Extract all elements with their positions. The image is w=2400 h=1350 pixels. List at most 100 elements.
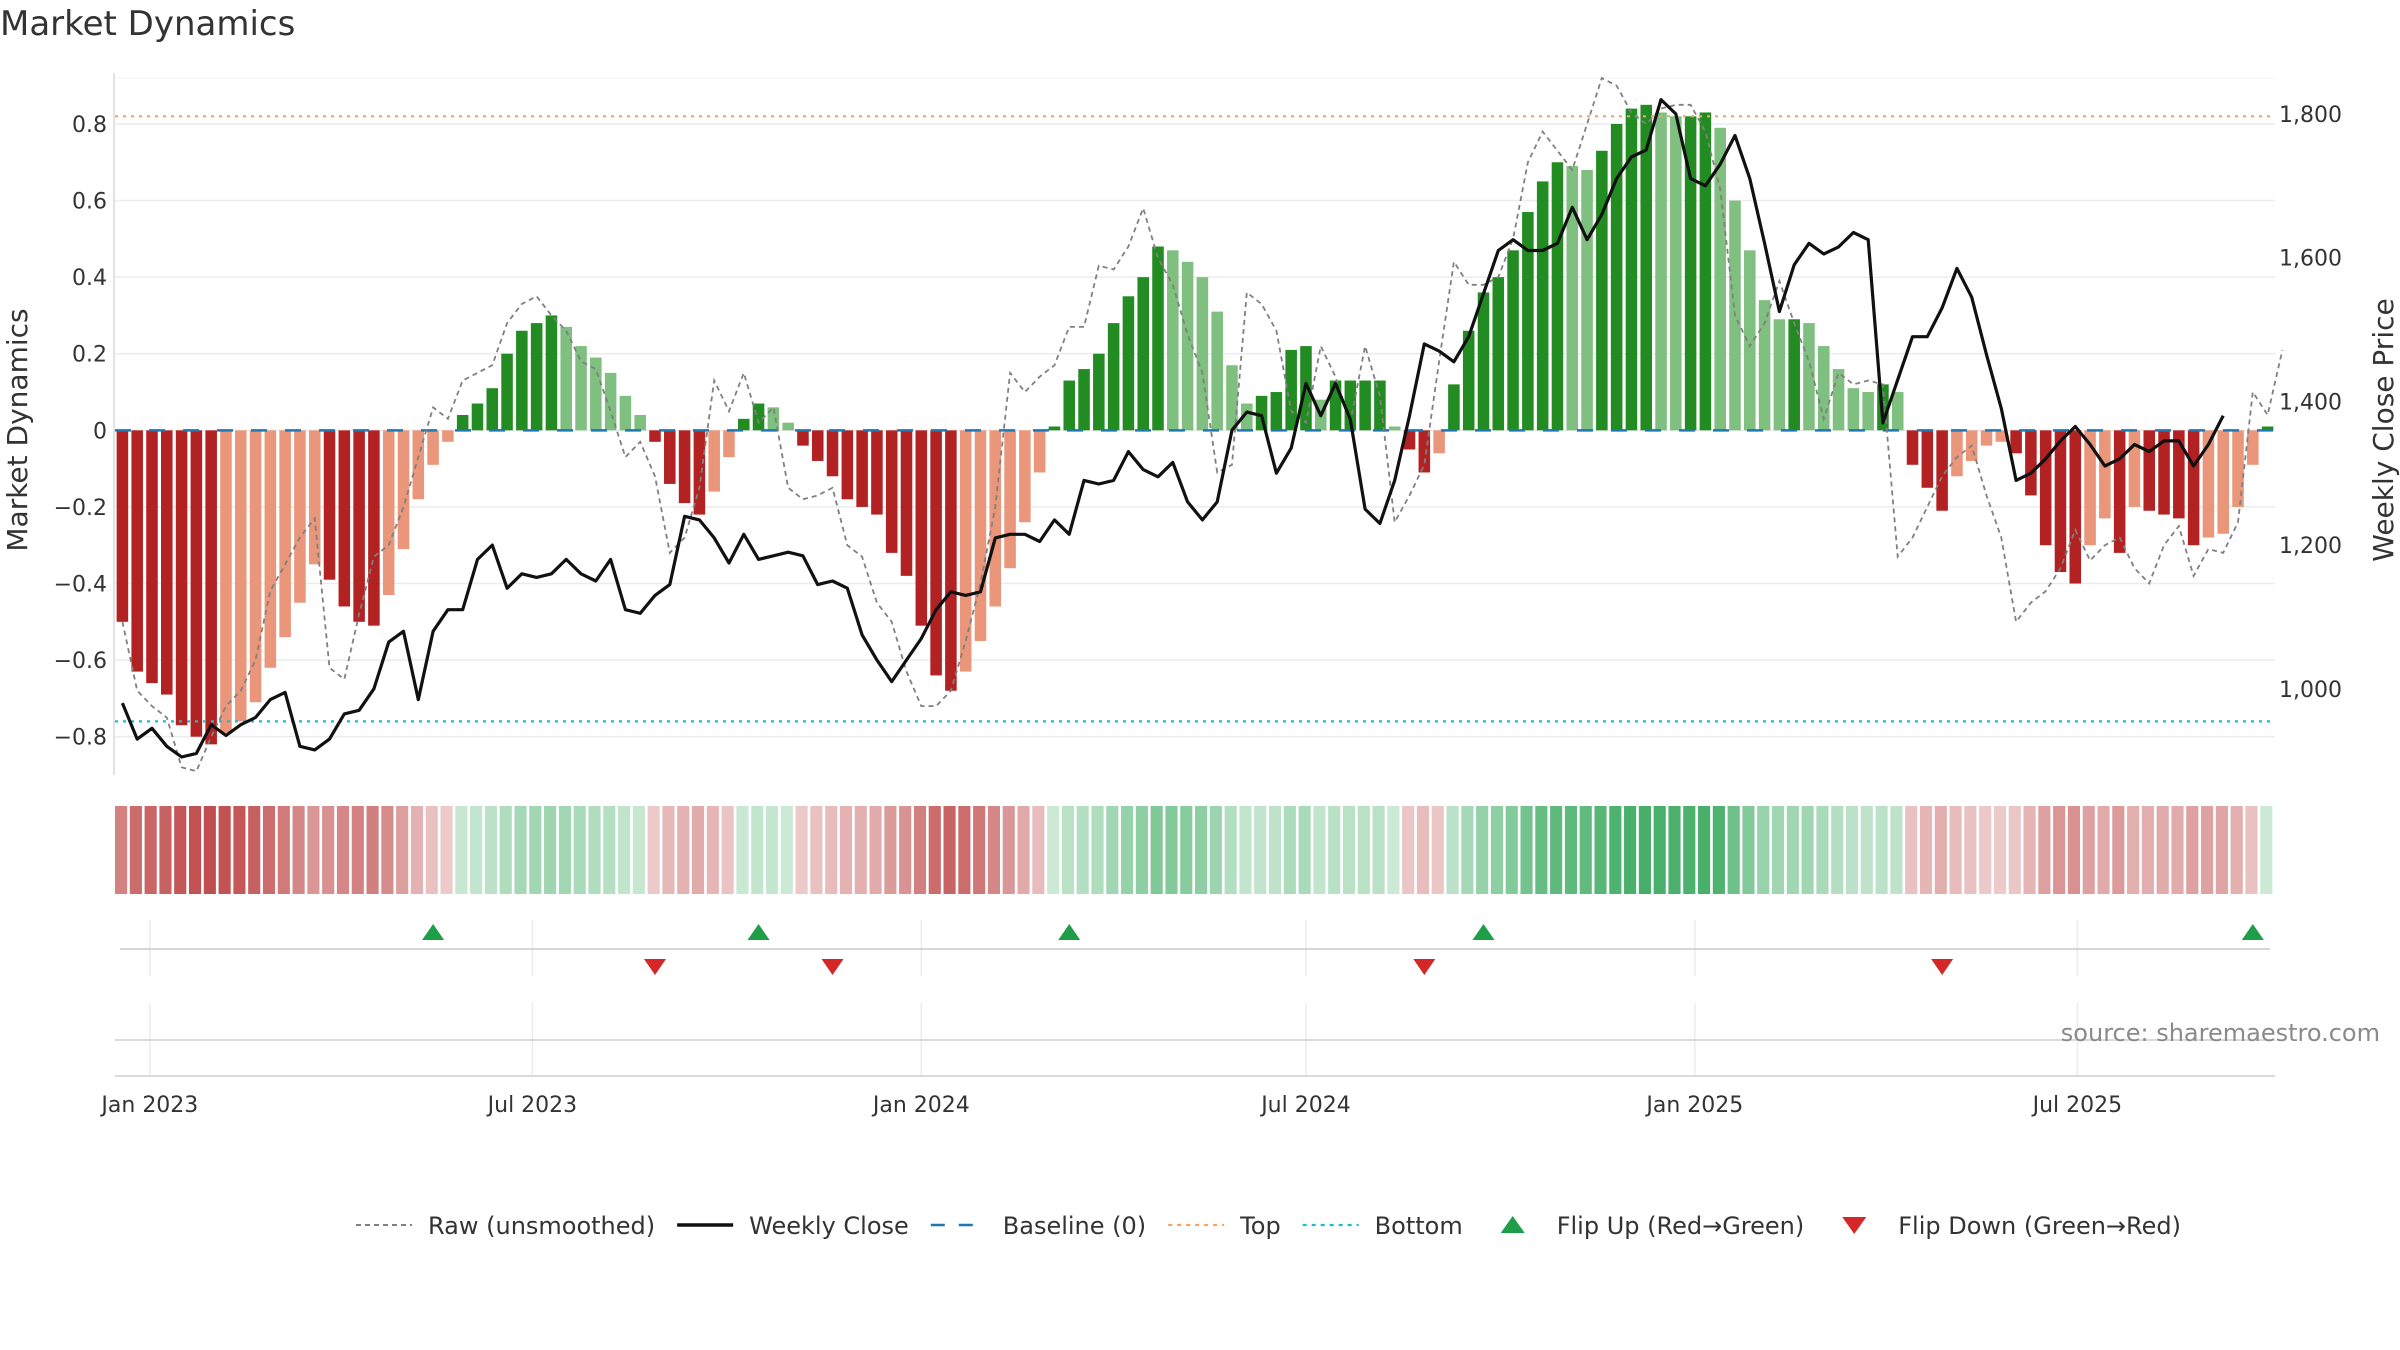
- strip-cell: [174, 806, 187, 894]
- bar: [1832, 369, 1845, 431]
- bar: [1167, 250, 1179, 431]
- bar: [220, 430, 232, 733]
- strip-cell: [159, 806, 172, 894]
- strip-cell: [1490, 806, 1504, 894]
- bar: [915, 430, 928, 626]
- y2-tick-label: 1,400: [2279, 390, 2342, 415]
- strip-cell: [203, 806, 216, 894]
- strip-cell: [1624, 806, 1637, 894]
- bar: [841, 430, 854, 500]
- bar: [945, 430, 957, 691]
- strip-cell: [292, 806, 305, 894]
- bar: [959, 430, 972, 672]
- strip-cell: [1712, 806, 1725, 894]
- strip-cell: [825, 806, 838, 894]
- legend-label: Baseline (0): [1003, 1212, 1146, 1240]
- strip-cell: [573, 806, 586, 894]
- bar: [2128, 430, 2141, 507]
- strip-cell: [1357, 806, 1370, 894]
- legend-item: Top: [1168, 1212, 1281, 1240]
- bar: [1995, 430, 2008, 442]
- strip-cell: [1934, 806, 1947, 894]
- strip-cell: [1446, 806, 1459, 894]
- bar: [427, 430, 439, 465]
- strip-cell: [603, 806, 616, 894]
- y-tick-label: 0.6: [72, 190, 107, 215]
- y2-tick-label: 1,000: [2279, 678, 2342, 703]
- x-tick-label: Jul 2023: [486, 1093, 578, 1118]
- bottom-panel: [115, 1003, 2275, 1077]
- bar: [1699, 112, 1712, 431]
- bar: [456, 415, 469, 431]
- bar: [1107, 323, 1120, 431]
- bar: [2054, 430, 2067, 573]
- weekly-close-line: [120, 97, 2225, 759]
- strip-cell: [1727, 806, 1740, 894]
- flip-up-marker: [1472, 924, 1495, 940]
- strip-cell: [2067, 806, 2081, 894]
- bar: [1033, 430, 1046, 473]
- strip-cell: [810, 806, 823, 894]
- bar: [2173, 430, 2185, 519]
- bar: [294, 430, 306, 603]
- strip-cell: [440, 806, 453, 894]
- strip-cell: [1298, 806, 1311, 894]
- x-tick-label: Jan 2023: [99, 1093, 198, 1118]
- bar: [560, 326, 573, 431]
- strip-cell: [1801, 806, 1814, 894]
- strip-cell: [1402, 806, 1415, 894]
- legend-label: Top: [1239, 1212, 1281, 1240]
- bar: [678, 430, 691, 504]
- bar: [1019, 430, 1031, 523]
- y-tick-label: 0.4: [72, 266, 107, 291]
- strip-cell: [2230, 806, 2243, 894]
- strip-cell: [1047, 806, 1060, 894]
- bar: [989, 430, 1002, 607]
- bar: [1847, 388, 1860, 431]
- bar: [1403, 430, 1416, 450]
- bar: [1329, 380, 1342, 431]
- bar: [486, 388, 499, 431]
- strip-cell: [351, 806, 364, 894]
- bar: [1344, 380, 1357, 431]
- bar: [412, 430, 425, 500]
- strip-cell: [1638, 806, 1651, 894]
- grid-lines: [115, 77, 2275, 738]
- flip-down-marker: [1413, 959, 1436, 975]
- bar: [885, 430, 898, 553]
- bar: [442, 430, 454, 442]
- strip-cell: [144, 806, 157, 894]
- strip-cell: [1461, 806, 1474, 894]
- strip-cell: [2156, 806, 2169, 894]
- strip-cell: [943, 806, 956, 894]
- strip-cell: [647, 806, 660, 894]
- bar: [1063, 380, 1076, 431]
- source-note: source: sharemaestro.com: [2061, 1019, 2380, 1047]
- strip-cell: [396, 806, 409, 894]
- strip-cell: [2201, 806, 2214, 894]
- bar: [1980, 430, 1993, 446]
- strip-cell: [2097, 806, 2110, 894]
- flip-up-marker: [747, 924, 770, 940]
- strip-cell: [1668, 806, 1681, 894]
- bar: [2099, 430, 2111, 519]
- legend-label: Flip Up (Red→Green): [1557, 1212, 1805, 1240]
- bar: [1906, 430, 1919, 465]
- strip-cell: [277, 806, 290, 894]
- strip-cell: [2053, 806, 2066, 894]
- bar: [205, 430, 217, 745]
- bar: [1566, 166, 1579, 431]
- bar: [2232, 430, 2244, 507]
- strip-cell: [1180, 806, 1193, 894]
- bar: [1803, 323, 1815, 431]
- regime-strip: [115, 806, 2273, 894]
- strip-cell: [455, 806, 468, 894]
- bar: [1255, 395, 1268, 431]
- strip-cell: [2245, 806, 2258, 894]
- bar: [190, 430, 203, 737]
- legend: Raw (unsmoothed) Weekly Close Baseline (0)…: [356, 1212, 2181, 1240]
- bar: [826, 430, 839, 477]
- legend-label: Raw (unsmoothed): [428, 1212, 655, 1240]
- strip-cell: [558, 806, 571, 894]
- bar: [1196, 277, 1209, 431]
